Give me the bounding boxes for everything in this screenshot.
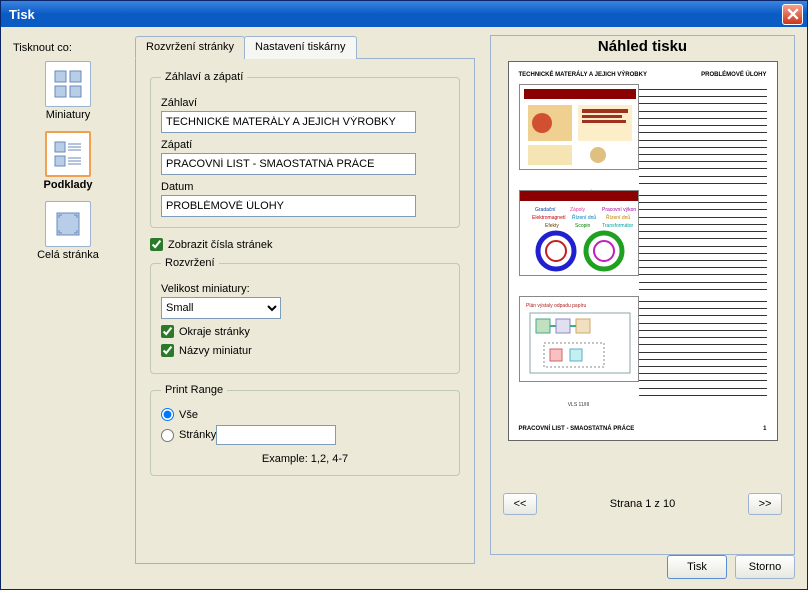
tab-panel-layout: Záhlaví a zápatí Záhlaví Zápatí Datum Zo… <box>135 59 475 564</box>
tab-printer-settings[interactable]: Nastavení tiskárny <box>244 36 356 59</box>
range-pages-input[interactable] <box>216 425 336 445</box>
show-page-numbers-label: Zobrazit čísla stránek <box>168 239 273 251</box>
svg-text:Pracovní výkon: Pracovní výkon <box>602 207 636 213</box>
legend-header-footer: Záhlaví a zápatí <box>161 71 247 83</box>
svg-text:Elektromagnetí: Elektromagnetí <box>532 215 566 221</box>
window-title: Tisk <box>5 7 782 22</box>
close-button[interactable] <box>782 4 803 25</box>
date-input[interactable] <box>161 195 416 217</box>
sidebar-item-fullpage[interactable]: Celá stránka <box>13 201 123 261</box>
preview-title: Náhled tisku <box>491 36 794 55</box>
page-indicator: Strana 1 z 10 <box>610 498 675 510</box>
thumb-titles-checkbox[interactable] <box>161 344 174 357</box>
sidebar-item-thumbnails[interactable]: Miniatury <box>13 61 123 121</box>
legend-layout: Rozvržení <box>161 257 219 269</box>
preview-page: TECHNICKÉ MATERÁLY A JEJICH VÝROBKY PROB… <box>508 61 778 441</box>
svg-text:Plán výstaly odpadu papíru: Plán výstaly odpadu papíru <box>526 303 587 309</box>
range-pages-radio[interactable] <box>161 429 174 442</box>
thumb-titles-label: Názvy miniatur <box>179 345 252 357</box>
page-footer-right: 1 <box>763 426 766 432</box>
thumbnails-icon <box>45 61 91 107</box>
cancel-button[interactable]: Storno <box>735 555 795 579</box>
sidebar-item-handouts[interactable]: Podklady <box>13 131 123 191</box>
fieldset-print-range: Print Range Vše Stránky Example: 1,2, 4-… <box>150 384 460 476</box>
note-lines <box>639 190 767 290</box>
thumb-caption-3: VLS 11/III <box>519 402 639 408</box>
page-header-right: PROBLÉMOVÉ ÚLOHY <box>701 72 766 78</box>
print-dialog: Tisk Tisknout co: Miniatury Podklady <box>0 0 808 590</box>
svg-text:Efekty: Efekty <box>545 223 559 229</box>
tab-page-layout[interactable]: Rozvržení stránky <box>135 36 245 59</box>
preview-pane: Náhled tisku TECHNICKÉ MATERÁLY A JEJICH… <box>490 35 795 555</box>
svg-text:Řízení dnů: Řízení dnů <box>606 213 630 221</box>
preview-thumb-1 <box>519 84 639 170</box>
page-footer-left: PRACOVNÍ LIST - SMAOSTATNÁ PRÁCE <box>519 426 635 432</box>
close-icon <box>787 8 799 20</box>
page-margins-checkbox[interactable] <box>161 325 174 338</box>
legend-print-range: Print Range <box>161 384 227 396</box>
date-label: Datum <box>161 181 449 193</box>
note-lines <box>639 84 767 184</box>
handouts-icon <box>45 131 91 177</box>
range-pages-label: Stránky <box>179 429 216 441</box>
range-all-label: Vše <box>179 409 198 421</box>
prev-page-button[interactable]: << <box>503 493 537 515</box>
svg-text:Zápoly: Zápoly <box>570 207 586 213</box>
sidebar-item-label: Celá stránka <box>13 249 123 261</box>
footer-input[interactable] <box>161 153 416 175</box>
svg-text:Transformátor: Transformátor <box>602 223 634 229</box>
fieldset-layout: Rozvržení Velikost miniatury: Small Okra… <box>150 257 460 374</box>
note-lines <box>639 296 767 396</box>
sidebar-item-label: Podklady <box>13 179 123 191</box>
sidebar-heading: Tisknout co: <box>13 42 72 54</box>
fullpage-icon <box>45 201 91 247</box>
next-page-button[interactable]: >> <box>748 493 782 515</box>
svg-text:Gradační: Gradační <box>535 207 556 213</box>
print-button[interactable]: Tisk <box>667 555 727 579</box>
range-example: Example: 1,2, 4-7 <box>161 453 449 465</box>
page-margins-label: Okraje stránky <box>179 326 250 338</box>
header-input[interactable] <box>161 111 416 133</box>
tab-strip: Rozvržení stránky Nastavení tiskárny <box>135 35 475 59</box>
thumb-size-select[interactable]: Small <box>161 297 281 319</box>
preview-thumb-3: Plán výstaly odpadu papíru <box>519 296 639 382</box>
titlebar: Tisk <box>1 1 807 27</box>
preview-thumb-2: Gradační Zápoly Pracovní výkon Elektromagne… <box>519 190 639 276</box>
footer-label: Zápatí <box>161 139 449 151</box>
page-header-left: TECHNICKÉ MATERÁLY A JEJICH VÝROBKY <box>519 72 647 78</box>
svg-text:Scopin: Scopin <box>575 223 591 229</box>
sidebar: Miniatury Podklady Celá stránka <box>13 61 123 271</box>
svg-text:Řízení dnů: Řízení dnů <box>572 213 596 221</box>
show-page-numbers-checkbox[interactable] <box>150 238 163 251</box>
fieldset-header-footer: Záhlaví a zápatí Záhlaví Zápatí Datum <box>150 71 460 228</box>
range-all-radio[interactable] <box>161 408 174 421</box>
header-label: Záhlaví <box>161 97 449 109</box>
thumb-size-label: Velikost miniatury: <box>161 283 449 295</box>
sidebar-item-label: Miniatury <box>13 109 123 121</box>
